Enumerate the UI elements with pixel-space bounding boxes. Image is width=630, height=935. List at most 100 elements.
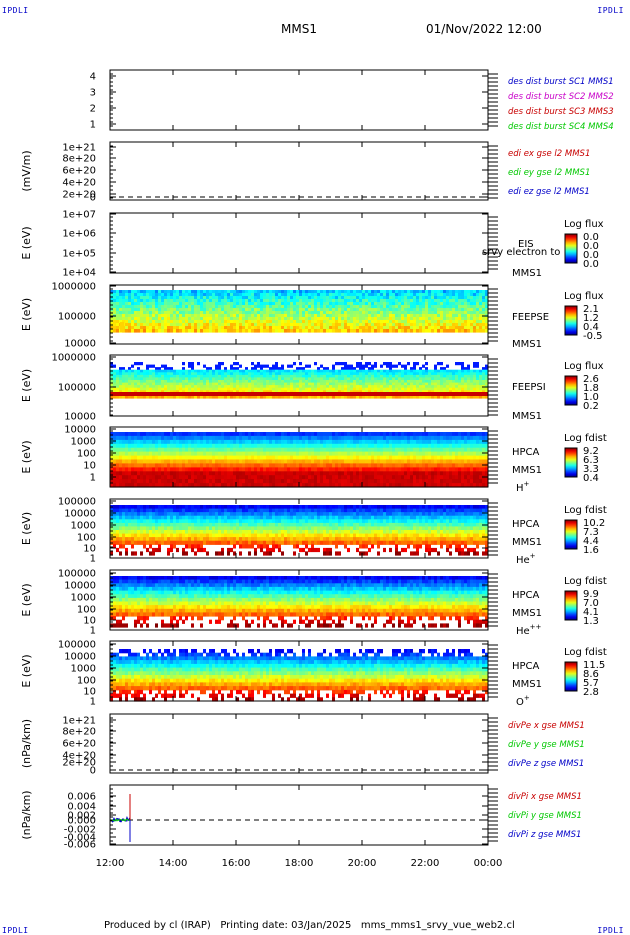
heatmap-cell: [398, 448, 401, 453]
heatmap-cell: [125, 471, 128, 476]
heatmap-cell: [281, 432, 284, 437]
y-tick-label: 4e+20: [62, 178, 96, 189]
heatmap-cell: [440, 329, 443, 333]
heatmap-cell: [233, 448, 236, 453]
heatmap-cell: [146, 432, 149, 437]
heatmap-cell: [326, 475, 329, 480]
heatmap-cell: [347, 475, 350, 480]
colorbar-title: Log flux: [564, 361, 604, 372]
heatmap-cell: [389, 460, 392, 465]
heatmap-cell: [419, 329, 422, 333]
heatmap-cell: [362, 460, 365, 465]
heatmap-cell: [128, 432, 131, 437]
heatmap-cell: [230, 448, 233, 453]
heatmap-cell: [215, 452, 218, 457]
heatmap-cell: [182, 479, 185, 484]
heatmap-cell: [299, 471, 302, 476]
heatmap-cell: [290, 479, 293, 484]
heatmap-cell: [125, 444, 128, 449]
heatmap-cell: [182, 452, 185, 457]
heatmap-cell: [311, 452, 314, 457]
heatmap-cell: [293, 436, 296, 441]
heatmap-cell: [185, 440, 188, 445]
heatmap-cell: [203, 365, 206, 368]
heatmap-cell: [326, 467, 329, 472]
heatmap-cell: [380, 365, 383, 368]
heatmap-cell: [356, 436, 359, 441]
heatmap-cell: [185, 456, 188, 461]
heatmap-cell: [380, 463, 383, 468]
heatmap-cell: [374, 440, 377, 445]
heatmap-cell: [383, 456, 386, 461]
heatmap-cell: [395, 329, 398, 333]
heatmap-cell: [155, 479, 158, 484]
heatmap-cell: [194, 479, 197, 484]
heatmap-cell: [197, 463, 200, 468]
heatmap-cell: [173, 452, 176, 457]
heatmap-cell: [320, 432, 323, 437]
heatmap-cell: [401, 452, 404, 457]
heatmap-cell: [365, 471, 368, 476]
heatmap-cell: [155, 463, 158, 468]
heatmap-cell: [392, 463, 395, 468]
panel-p1: [110, 70, 498, 130]
heatmap-cell: [140, 448, 143, 453]
heatmap-cell: [305, 432, 308, 437]
heatmap-cell: [221, 362, 224, 365]
heatmap-cell: [134, 444, 137, 449]
heatmap-cell: [158, 440, 161, 445]
heatmap-cell: [389, 432, 392, 437]
heatmap-cell: [236, 440, 239, 445]
heatmap-cell: [116, 452, 119, 457]
heatmap-cell: [200, 444, 203, 449]
heatmap-cell: [245, 463, 248, 468]
heatmap-cell: [212, 440, 215, 445]
heatmap-cell: [335, 452, 338, 457]
heatmap-cell: [248, 475, 251, 480]
heatmap-cell: [236, 452, 239, 457]
heatmap-cell: [143, 460, 146, 465]
heatmap-cell: [167, 456, 170, 461]
heatmap-cell: [164, 440, 167, 445]
heatmap-cell: [125, 475, 128, 480]
heatmap-cell: [149, 432, 152, 437]
heatmap-cell: [185, 479, 188, 484]
heatmap-cell: [344, 432, 347, 437]
heatmap-cell: [335, 456, 338, 461]
heatmap-cell: [308, 463, 311, 468]
heatmap-cell: [320, 329, 323, 333]
heatmap-cell: [266, 444, 269, 449]
heatmap-cell: [239, 444, 242, 449]
heatmap-cell: [134, 362, 137, 365]
heatmap-cell: [269, 448, 272, 453]
heatmap-cell: [230, 456, 233, 461]
heatmap-cell: [473, 365, 476, 368]
heatmap-cell: [362, 463, 365, 468]
heatmap-cell: [119, 432, 122, 437]
heatmap-cell: [221, 436, 224, 441]
heatmap-cell: [287, 440, 290, 445]
heatmap-cell: [383, 329, 386, 333]
y-tick-label: 4: [90, 72, 96, 83]
heatmap-cell: [380, 448, 383, 453]
heatmap-cell: [173, 475, 176, 480]
heatmap-cell: [329, 432, 332, 437]
heatmap-cell: [368, 452, 371, 457]
heatmap-cell: [125, 440, 128, 445]
heatmap-cell: [305, 436, 308, 441]
heatmap-cell: [314, 460, 317, 465]
heatmap-cell: [194, 463, 197, 468]
heatmap-cell: [191, 463, 194, 468]
heatmap-cell: [374, 329, 377, 333]
heatmap-cell: [131, 436, 134, 441]
heatmap-cell: [338, 463, 341, 468]
heatmap-cell: [257, 479, 260, 484]
heatmap-cell: [278, 452, 281, 457]
heatmap-cell: [392, 436, 395, 441]
heatmap-cell: [431, 329, 434, 333]
heatmap-cell: [248, 479, 251, 484]
heatmap-cell: [290, 432, 293, 437]
heatmap-cell: [332, 463, 335, 468]
heatmap-cell: [248, 444, 251, 449]
heatmap-cell: [164, 436, 167, 441]
